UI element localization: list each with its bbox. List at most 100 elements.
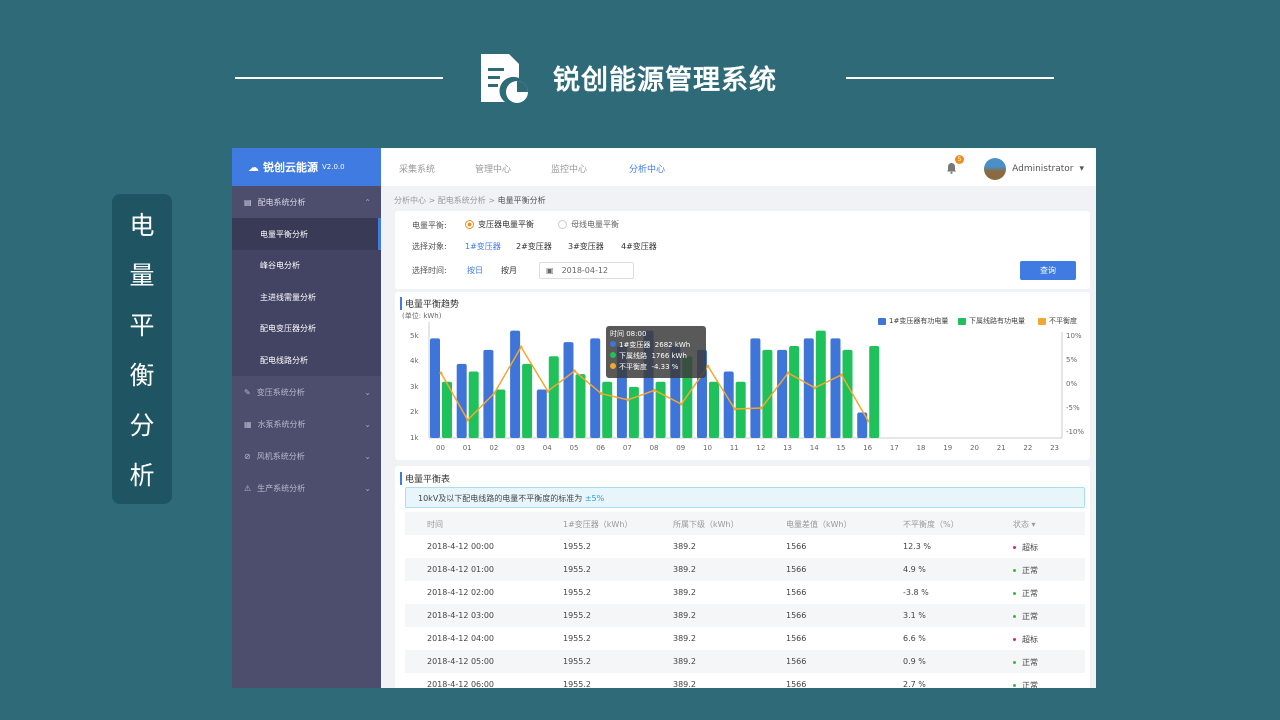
imbalance-point[interactable] xyxy=(466,418,470,422)
imbalance-point[interactable] xyxy=(519,345,523,349)
nav-tab[interactable]: 管理中心 xyxy=(475,165,512,175)
x-tick: 13 xyxy=(783,444,793,452)
logo[interactable]: ☁ 锐创云能源 V2.0.0 xyxy=(232,148,381,186)
bar-feeder[interactable] xyxy=(735,381,746,438)
bar-feeder[interactable] xyxy=(709,381,719,438)
bar-feeder[interactable] xyxy=(548,356,559,438)
imbalance-point[interactable] xyxy=(626,398,630,402)
imbalance-point[interactable] xyxy=(786,371,790,375)
table-cell: 正常 xyxy=(1013,611,1038,622)
legend-item[interactable]: 1#变压器有功电量 xyxy=(878,316,948,326)
imbalance-point[interactable] xyxy=(679,402,683,406)
sidebar-item[interactable]: 配电变压器分析 xyxy=(232,312,381,345)
table-cell: 1955.2 xyxy=(563,542,591,551)
object-4[interactable]: 4#变压器 xyxy=(621,242,657,251)
bar-feeder[interactable] xyxy=(442,381,452,438)
column-header: 不平衡度（%） xyxy=(903,520,959,529)
x-tick: 21 xyxy=(996,444,1006,452)
bar-transformer[interactable] xyxy=(430,338,440,438)
by-month[interactable]: 按月 xyxy=(501,266,517,275)
bar-transformer[interactable] xyxy=(830,338,841,438)
bar-transformer[interactable] xyxy=(750,338,761,438)
nav-tab[interactable]: 分析中心 xyxy=(629,165,666,175)
date-input[interactable]: ▣ 2018-04-12 xyxy=(539,262,634,279)
imbalance-point[interactable] xyxy=(733,407,737,411)
status-dot xyxy=(1013,684,1016,687)
imbalance-point[interactable] xyxy=(439,371,443,375)
object-3[interactable]: 3#变压器 xyxy=(568,242,604,251)
query-button[interactable]: 查询 xyxy=(1020,261,1076,280)
bar-transformer[interactable] xyxy=(483,349,494,438)
radio-bus-balance[interactable]: 母线电量平衡 xyxy=(558,219,619,230)
column-header[interactable]: 状态 ▾ xyxy=(1013,520,1036,529)
legend-item[interactable]: 不平衡度 xyxy=(1038,316,1077,326)
imbalance-point[interactable] xyxy=(759,406,763,410)
user-menu[interactable]: Administrator ▾ xyxy=(984,158,1084,180)
avatar xyxy=(984,158,1007,180)
bar-feeder[interactable] xyxy=(575,374,586,438)
imbalance-point[interactable] xyxy=(840,373,843,377)
sidebar-group[interactable]: ▦ 水泵系统分析 ⌄ xyxy=(232,408,381,440)
imbalance-point[interactable] xyxy=(599,392,603,396)
sidebar-group[interactable]: ⊘ 风机系统分析 ⌄ xyxy=(232,440,381,472)
bell-icon[interactable] xyxy=(946,162,957,174)
imbalance-point[interactable] xyxy=(653,388,657,392)
bar-feeder[interactable] xyxy=(468,371,479,438)
warning-icon: ⚠ xyxy=(244,483,252,493)
bar-transformer[interactable] xyxy=(777,349,788,438)
object-2[interactable]: 2#变压器 xyxy=(516,242,552,251)
table-cell: 2018-4-12 06:00 xyxy=(427,680,494,688)
bar-feeder[interactable] xyxy=(602,381,613,438)
sidebar-group[interactable]: ✎ 变压系统分析 ⌄ xyxy=(232,376,381,408)
imbalance-point[interactable] xyxy=(546,389,550,393)
nav-tab[interactable]: 监控中心 xyxy=(551,165,588,175)
bar-feeder[interactable] xyxy=(655,381,666,438)
table-cell: 389.2 xyxy=(673,611,696,620)
bar-feeder[interactable] xyxy=(495,389,506,438)
bar-transformer[interactable] xyxy=(456,363,467,438)
imbalance-point[interactable] xyxy=(573,369,576,373)
imbalance-point[interactable] xyxy=(866,419,870,423)
table-cell: 389.2 xyxy=(673,565,696,574)
chevron-down-icon: ⌄ xyxy=(364,483,371,493)
table-cell: 12.3 % xyxy=(903,542,931,551)
nav-tab[interactable]: 采集系统 xyxy=(399,165,436,175)
legend-item[interactable]: 下属线路有功电量 xyxy=(958,316,1025,326)
sidebar-item[interactable]: 主进线需量分析 xyxy=(232,281,381,313)
bar-feeder[interactable] xyxy=(762,349,773,438)
object-1[interactable]: 1#变压器 xyxy=(465,242,501,251)
breadcrumb-path[interactable]: 分析中心 > 配电系统分析 > xyxy=(394,196,498,205)
bar-transformer[interactable] xyxy=(723,371,734,438)
table-cell: -3.8 % xyxy=(903,588,929,597)
radio-transformer-balance[interactable]: 变压器电量平衡 xyxy=(465,219,534,230)
y2-tick: 0% xyxy=(1066,380,1078,388)
bar-feeder[interactable] xyxy=(522,363,533,438)
bar-feeder[interactable] xyxy=(789,346,800,438)
bar-transformer[interactable] xyxy=(536,389,547,438)
imbalance-point[interactable] xyxy=(492,391,496,395)
bar-feeder[interactable] xyxy=(842,349,853,438)
table-row: 2018-4-12 05:00 1955.2 389.2 1566 0.9 % 正常 xyxy=(405,650,1085,673)
side-label-char: 析 xyxy=(129,461,155,490)
time-label: 选择时间: xyxy=(412,266,447,275)
bar-transformer[interactable] xyxy=(803,338,814,438)
bar-feeder[interactable] xyxy=(869,346,880,438)
sidebar-group[interactable]: ⚠ 生产系统分析 ⌄ xyxy=(232,472,381,504)
bar-feeder[interactable] xyxy=(628,386,639,438)
sidebar-item[interactable]: 峰谷电分析 xyxy=(232,249,381,282)
sidebar-item[interactable]: 电量平衡分析 xyxy=(232,218,381,250)
user-name: Administrator xyxy=(1012,164,1074,174)
sidebar-item[interactable]: 配电线路分析 xyxy=(232,344,381,376)
x-tick: 05 xyxy=(569,444,579,452)
standard-value: ±5% xyxy=(584,494,605,503)
by-day[interactable]: 按日 xyxy=(467,266,483,275)
chart-title: 电量平衡趋势 xyxy=(400,297,459,310)
bar-transformer[interactable] xyxy=(563,342,574,438)
imbalance-point[interactable] xyxy=(813,386,817,390)
sidebar-group-distribution[interactable]: ▤ 配电系统分析 ⌃ xyxy=(232,186,381,218)
imbalance-point[interactable] xyxy=(706,364,710,368)
tooltip-row: 下属线路 1766 kWh xyxy=(610,351,702,362)
bar-transformer[interactable] xyxy=(857,412,868,438)
bar-transformer[interactable] xyxy=(510,330,521,438)
x-tick: 09 xyxy=(676,444,686,452)
